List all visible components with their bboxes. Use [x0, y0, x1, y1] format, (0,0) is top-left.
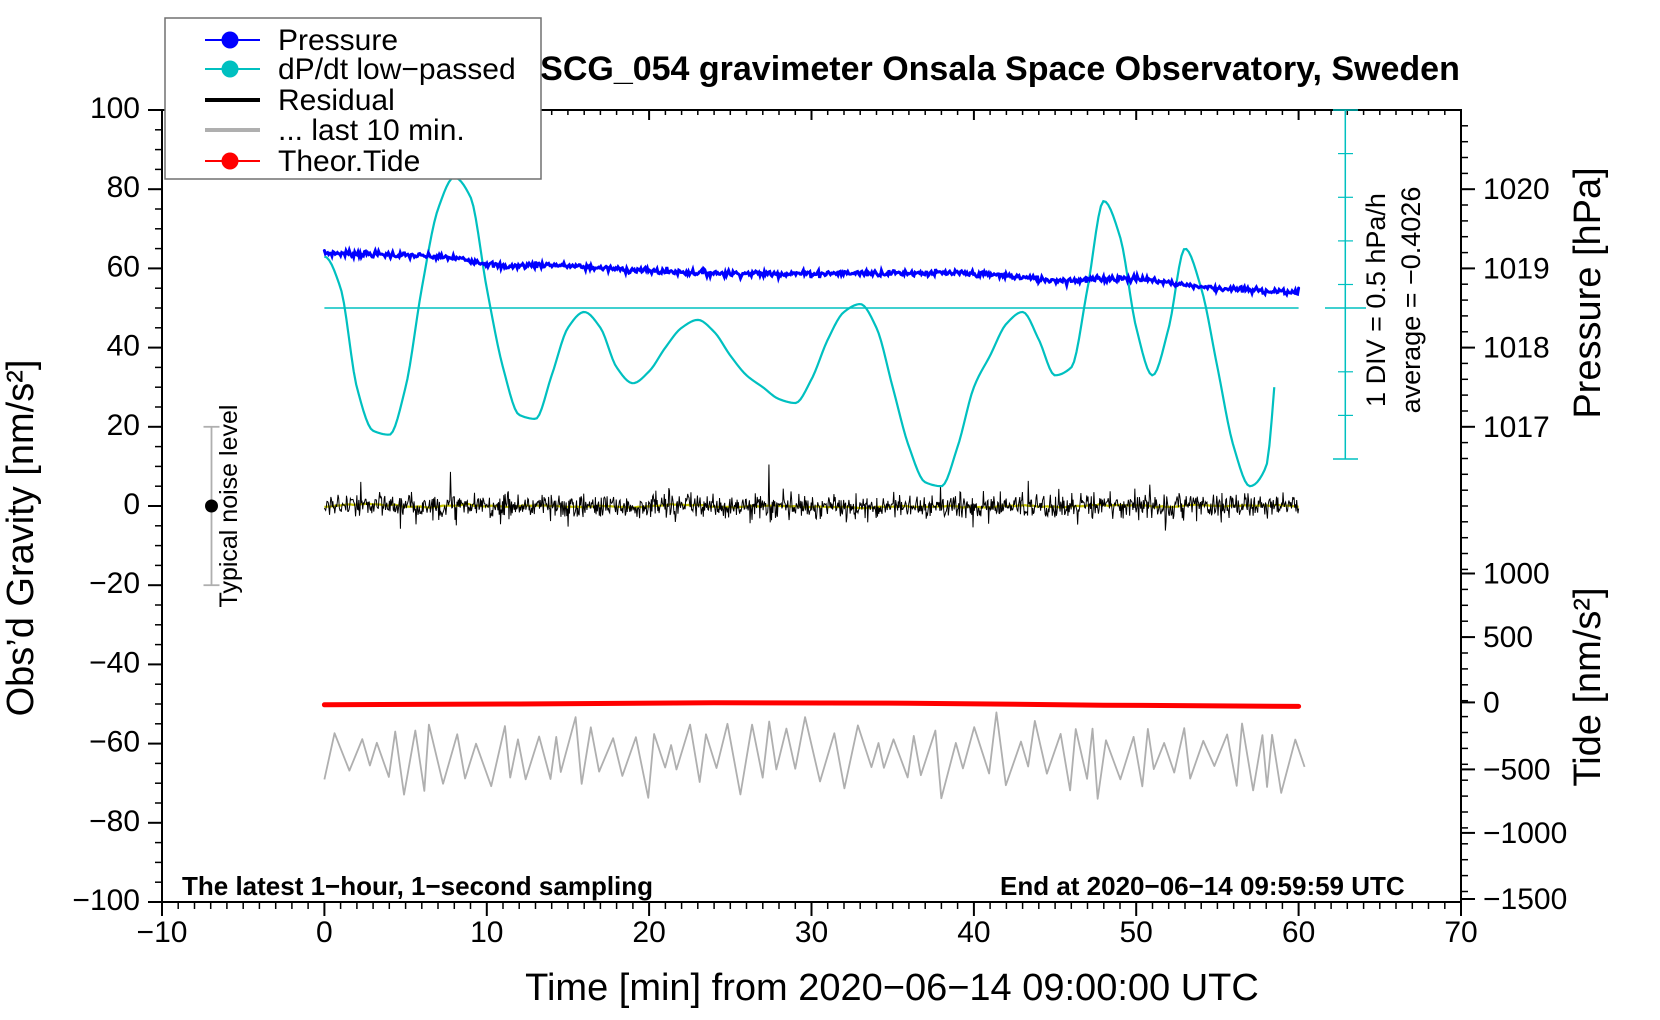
svg-text:−60: −60 [89, 726, 140, 759]
svg-text:Pressure [hPa]: Pressure [hPa] [1567, 167, 1609, 418]
svg-text:500: 500 [1483, 621, 1533, 654]
svg-text:50: 50 [1120, 916, 1153, 949]
svg-text:Theor.Tide: Theor.Tide [278, 145, 420, 178]
svg-text:Tide [nm/s²]: Tide [nm/s²] [1567, 587, 1609, 786]
svg-text:−40: −40 [89, 646, 140, 679]
svg-text:0: 0 [316, 916, 333, 949]
svg-text:1000: 1000 [1483, 558, 1550, 591]
svg-text:Residual: Residual [278, 84, 395, 117]
svg-text:End at 2020−06−14 09:59:59 UTC: End at 2020−06−14 09:59:59 UTC [1000, 871, 1405, 901]
svg-text:1017: 1017 [1483, 411, 1550, 444]
svg-text:Time [min] from 2020−06−14 09:: Time [min] from 2020−06−14 09:00:00 UTC [525, 967, 1259, 1009]
svg-text:−10: −10 [137, 916, 188, 949]
svg-text:40: 40 [107, 330, 140, 363]
svg-text:−100: −100 [72, 884, 140, 917]
svg-text:60: 60 [1282, 916, 1315, 949]
svg-text:... last 10 min.: ... last 10 min. [278, 114, 465, 147]
svg-text:Obs’d Gravity [nm/s²]: Obs’d Gravity [nm/s²] [0, 360, 42, 717]
svg-text:Typical noise level: Typical noise level [215, 405, 243, 608]
svg-text:20: 20 [632, 916, 665, 949]
svg-text:40: 40 [957, 916, 990, 949]
svg-text:−80: −80 [89, 805, 140, 838]
svg-text:1 DIV = 0.5 hPa/h: 1 DIV = 0.5 hPa/h [1361, 193, 1391, 407]
svg-text:70: 70 [1444, 916, 1477, 949]
svg-text:−500: −500 [1483, 753, 1551, 786]
svg-text:1018: 1018 [1483, 332, 1550, 365]
svg-text:10: 10 [470, 916, 503, 949]
svg-text:SCG_054 gravimeter Onsala Spac: SCG_054 gravimeter Onsala Space Observat… [540, 50, 1460, 88]
svg-text:The latest 1−hour, 1−second sa: The latest 1−hour, 1−second sampling [182, 871, 653, 901]
svg-text:0: 0 [1483, 686, 1500, 719]
svg-text:dP/dt low−passed: dP/dt low−passed [278, 53, 516, 86]
svg-text:30: 30 [795, 916, 828, 949]
svg-text:80: 80 [107, 171, 140, 204]
svg-text:−1500: −1500 [1483, 883, 1567, 916]
svg-text:average = −0.4026: average = −0.4026 [1396, 187, 1426, 414]
svg-text:1019: 1019 [1483, 252, 1550, 285]
svg-text:0: 0 [123, 488, 140, 521]
svg-text:1020: 1020 [1483, 173, 1550, 206]
svg-text:−20: −20 [89, 567, 140, 600]
svg-text:100: 100 [90, 92, 140, 125]
svg-text:−1000: −1000 [1483, 817, 1567, 850]
svg-text:60: 60 [107, 250, 140, 283]
svg-text:20: 20 [107, 409, 140, 442]
